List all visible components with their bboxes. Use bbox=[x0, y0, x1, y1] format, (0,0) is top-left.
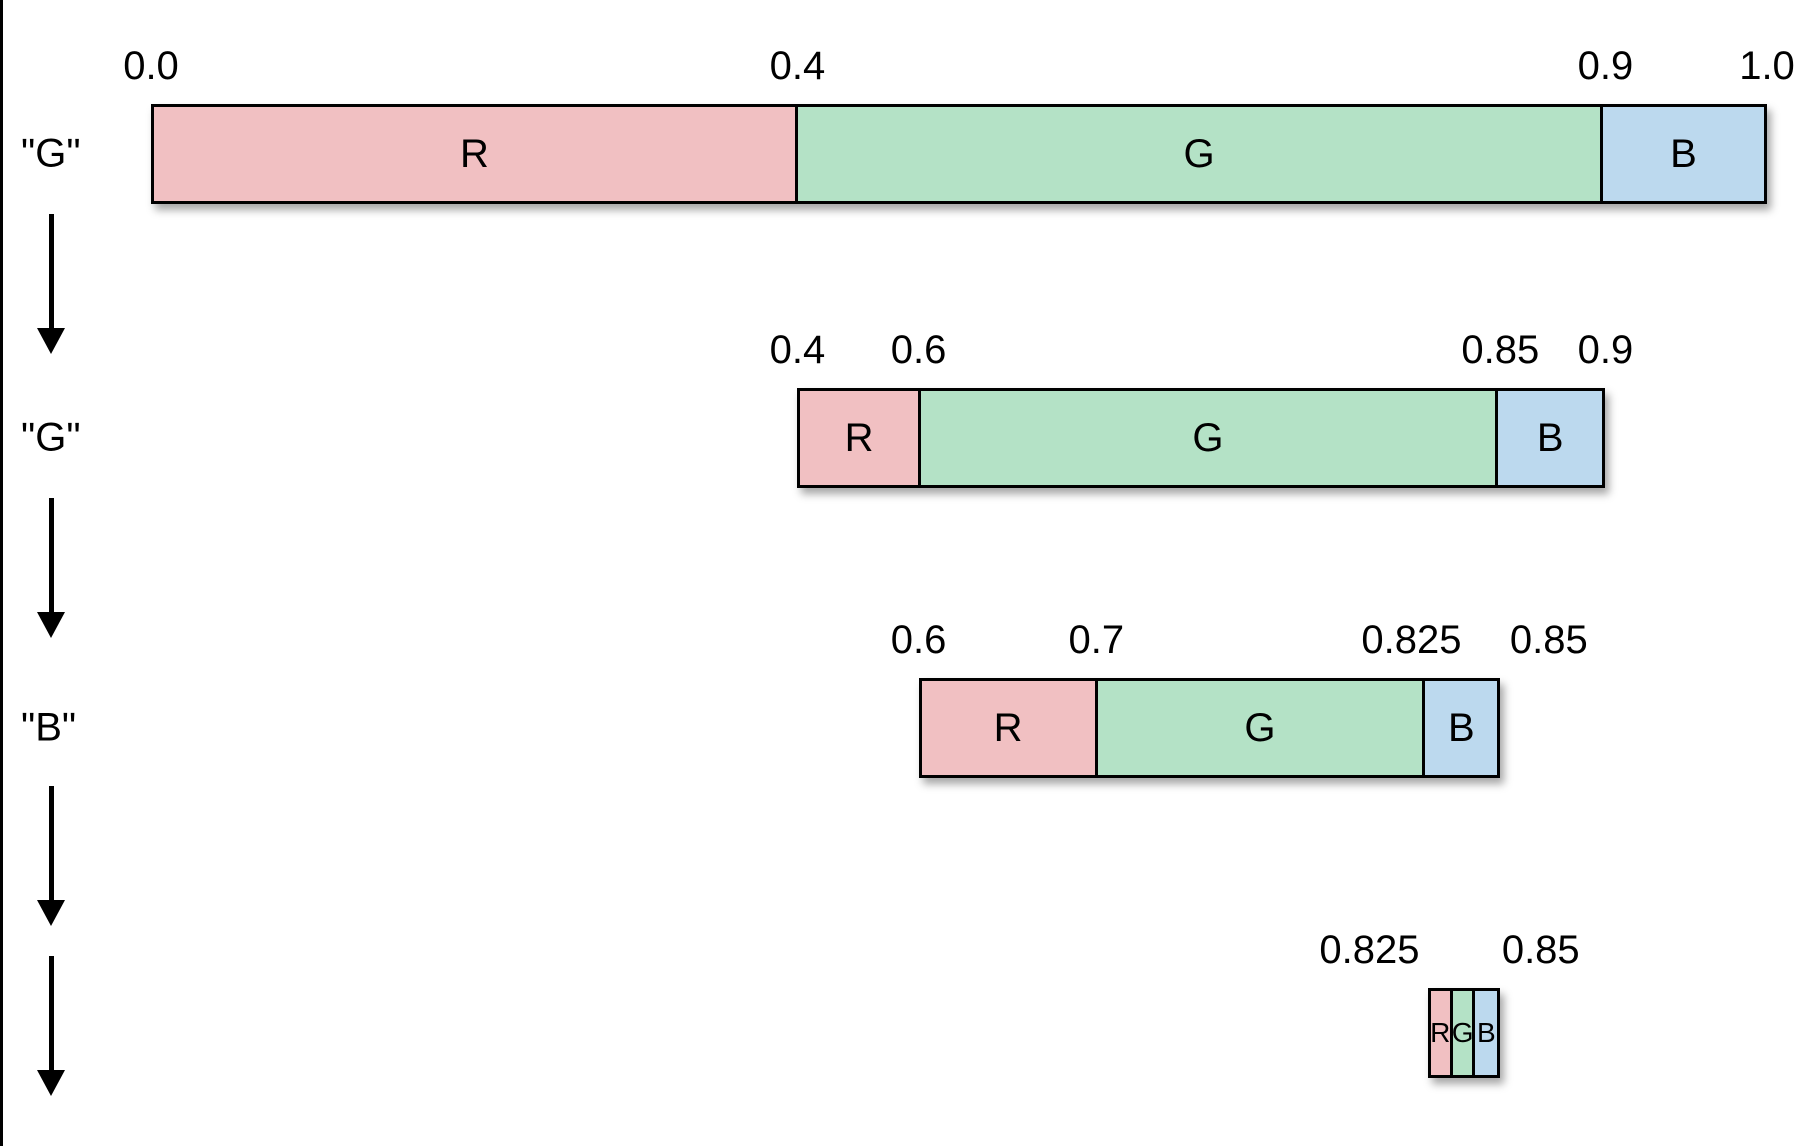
arrow-shaft bbox=[49, 498, 54, 612]
segment-R: R bbox=[800, 391, 920, 485]
segment-B: B bbox=[1603, 107, 1764, 201]
interval-bar-2: RGB bbox=[919, 678, 1501, 778]
interval-bar-1: RGB bbox=[797, 388, 1605, 488]
tick-label: 0.825 bbox=[1361, 618, 1461, 663]
side-label-2: "B" bbox=[21, 706, 76, 751]
arrow-head bbox=[37, 612, 65, 638]
arrow-down-icon bbox=[31, 498, 71, 638]
segment-R: R bbox=[1431, 991, 1453, 1075]
tick-label: 0.7 bbox=[1069, 618, 1125, 663]
arrow-head bbox=[37, 1070, 65, 1096]
interval-bar-0: RGB bbox=[151, 104, 1767, 204]
segment-G: G bbox=[1453, 991, 1475, 1075]
segment-G: G bbox=[1098, 681, 1426, 775]
arrow-head bbox=[37, 328, 65, 354]
segment-B: B bbox=[1498, 391, 1602, 485]
arrow-down-icon bbox=[31, 214, 71, 354]
segment-R: R bbox=[922, 681, 1098, 775]
diagram-canvas: "G""G""B"0.00.40.91.0RGB0.40.60.850.9RGB… bbox=[0, 0, 1802, 1146]
segment-B: B bbox=[1425, 681, 1497, 775]
tick-label: 0.6 bbox=[891, 618, 947, 663]
side-label-1: "G" bbox=[21, 416, 81, 461]
arrow-shaft bbox=[49, 786, 54, 900]
side-label-0: "G" bbox=[21, 132, 81, 177]
tick-label: 0.0 bbox=[123, 44, 179, 89]
arrow-down-icon bbox=[31, 956, 71, 1096]
tick-label: 0.9 bbox=[1578, 328, 1634, 373]
arrow-head bbox=[37, 900, 65, 926]
arrow-shaft bbox=[49, 214, 54, 328]
segment-G: G bbox=[921, 391, 1498, 485]
tick-label: 0.4 bbox=[770, 328, 826, 373]
tick-label: 0.4 bbox=[770, 44, 826, 89]
tick-label: 0.6 bbox=[891, 328, 947, 373]
tick-label: 0.9 bbox=[1578, 44, 1634, 89]
tick-label: 0.825 bbox=[1319, 928, 1419, 973]
tick-label: 0.85 bbox=[1461, 328, 1539, 373]
segment-B: B bbox=[1475, 991, 1497, 1075]
tick-label: 1.0 bbox=[1739, 44, 1795, 89]
segment-R: R bbox=[154, 107, 798, 201]
tick-label: 0.85 bbox=[1510, 618, 1588, 663]
segment-G: G bbox=[798, 107, 1603, 201]
tick-label: 0.85 bbox=[1502, 928, 1580, 973]
arrow-down-icon bbox=[31, 786, 71, 926]
interval-bar-3: RGB bbox=[1428, 988, 1501, 1078]
arrow-shaft bbox=[49, 956, 54, 1070]
